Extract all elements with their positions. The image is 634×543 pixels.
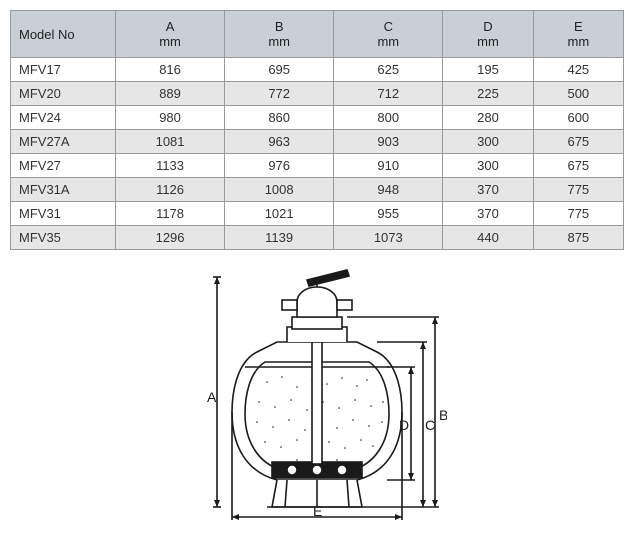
cell-value: 370	[443, 178, 533, 202]
cell-value: 980	[116, 106, 225, 130]
col-header-b: B mm	[225, 11, 334, 58]
cell-value: 1139	[225, 226, 334, 250]
cell-value: 963	[225, 130, 334, 154]
col-header-d: D mm	[443, 11, 533, 58]
table-row: MFV24980860800280600	[11, 106, 624, 130]
table-row: MFV3111781021955370775	[11, 202, 624, 226]
cell-model: MFV20	[11, 82, 116, 106]
cell-value: 500	[533, 82, 623, 106]
cell-model: MFV27	[11, 154, 116, 178]
cell-value: 1021	[225, 202, 334, 226]
cell-value: 800	[334, 106, 443, 130]
cell-value: 280	[443, 106, 533, 130]
cell-value: 775	[533, 178, 623, 202]
cell-value: 440	[443, 226, 533, 250]
dim-label-b: B	[439, 407, 447, 423]
cell-value: 1008	[225, 178, 334, 202]
table-row: MFV35129611391073440875	[11, 226, 624, 250]
dim-label-e: E	[313, 503, 322, 519]
table-body: MFV17816695625195425MFV20889772712225500…	[11, 58, 624, 250]
cell-model: MFV31	[11, 202, 116, 226]
cell-value: 910	[334, 154, 443, 178]
cell-value: 1081	[116, 130, 225, 154]
cell-value: 955	[334, 202, 443, 226]
cell-value: 695	[225, 58, 334, 82]
filter-diagram: A B C D E	[10, 262, 624, 527]
table-row: MFV27A1081963903300675	[11, 130, 624, 154]
col-header-a: A mm	[116, 11, 225, 58]
cell-value: 675	[533, 154, 623, 178]
cell-value: 712	[334, 82, 443, 106]
cell-value: 889	[116, 82, 225, 106]
dim-label-a: A	[207, 389, 217, 405]
table-row: MFV271133976910300675	[11, 154, 624, 178]
cell-model: MFV17	[11, 58, 116, 82]
cell-value: 225	[443, 82, 533, 106]
dim-label-c: C	[425, 417, 435, 433]
cell-value: 1296	[116, 226, 225, 250]
cell-model: MFV24	[11, 106, 116, 130]
cell-value: 1178	[116, 202, 225, 226]
col-header-e: E mm	[533, 11, 623, 58]
dimensions-table: Model No A mm B mm C mm D mm E mm MFV178…	[10, 10, 624, 250]
cell-value: 425	[533, 58, 623, 82]
cell-model: MFV31A	[11, 178, 116, 202]
table-row: MFV31A11261008948370775	[11, 178, 624, 202]
cell-value: 195	[443, 58, 533, 82]
cell-value: 1073	[334, 226, 443, 250]
cell-value: 775	[533, 202, 623, 226]
table-header-row: Model No A mm B mm C mm D mm E mm	[11, 11, 624, 58]
col-header-model: Model No	[11, 11, 116, 58]
cell-value: 772	[225, 82, 334, 106]
cell-value: 948	[334, 178, 443, 202]
cell-value: 300	[443, 130, 533, 154]
cell-value: 675	[533, 130, 623, 154]
cell-value: 1126	[116, 178, 225, 202]
col-header-c: C mm	[334, 11, 443, 58]
cell-value: 860	[225, 106, 334, 130]
dim-label-d: D	[399, 417, 409, 433]
cell-value: 300	[443, 154, 533, 178]
cell-value: 1133	[116, 154, 225, 178]
table-row: MFV20889772712225500	[11, 82, 624, 106]
cell-value: 600	[533, 106, 623, 130]
cell-value: 976	[225, 154, 334, 178]
cell-value: 625	[334, 58, 443, 82]
cell-value: 903	[334, 130, 443, 154]
cell-value: 875	[533, 226, 623, 250]
cell-value: 816	[116, 58, 225, 82]
cell-model: MFV35	[11, 226, 116, 250]
table-row: MFV17816695625195425	[11, 58, 624, 82]
cell-model: MFV27A	[11, 130, 116, 154]
cell-value: 370	[443, 202, 533, 226]
